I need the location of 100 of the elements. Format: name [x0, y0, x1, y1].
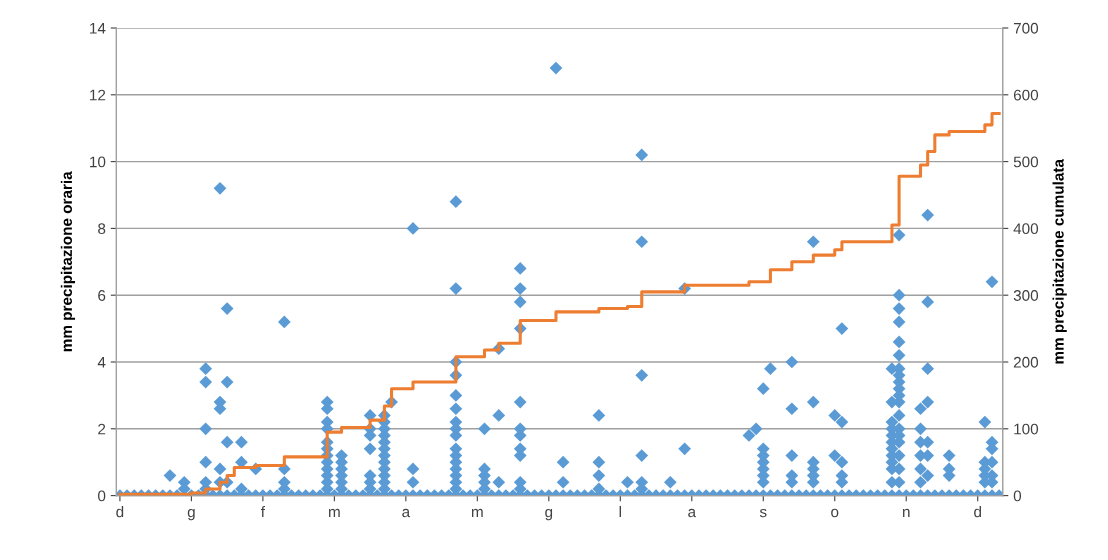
y2-tick-label: 200 [1013, 356, 1039, 368]
point [513, 295, 527, 309]
y-tick-label: 12 [90, 89, 106, 101]
point [635, 235, 649, 249]
point [635, 148, 649, 162]
point [756, 382, 770, 396]
point [892, 348, 906, 362]
y-tick-label: 0 [98, 490, 106, 502]
point [556, 475, 570, 489]
y2-tick-label: 0 [1013, 490, 1022, 502]
point [199, 362, 213, 376]
y-tick-label: 8 [98, 223, 106, 235]
point [199, 375, 213, 389]
x-tick-label: a [402, 508, 411, 518]
point [914, 402, 927, 416]
point [220, 375, 234, 389]
point [914, 422, 927, 436]
point [220, 435, 234, 449]
point [921, 395, 935, 409]
point [406, 475, 420, 489]
y2-tick-label: 600 [1013, 89, 1039, 101]
point [835, 415, 849, 429]
point [806, 395, 820, 409]
point [785, 355, 799, 369]
point [892, 335, 906, 349]
point [363, 409, 377, 422]
point [921, 208, 935, 222]
point [914, 462, 927, 476]
point [764, 362, 777, 376]
point [513, 262, 527, 275]
x-tick-label: n [903, 508, 910, 518]
x-tick-label: d [974, 506, 981, 518]
x-tick-label: s [759, 508, 767, 518]
x-tick-label: g [545, 508, 553, 521]
point [592, 455, 606, 469]
point [235, 435, 248, 449]
point [199, 455, 213, 469]
y2-tick-label: 400 [1013, 223, 1039, 235]
point [199, 422, 213, 436]
point [213, 181, 227, 195]
point [828, 409, 842, 422]
y2-tick-label: 700 [1013, 22, 1039, 34]
x-tick-label: o [831, 508, 839, 518]
y-tick-label: 14 [90, 23, 106, 34]
y-tick-label: 10 [90, 156, 106, 168]
point [635, 449, 649, 462]
x-tick-label: f [260, 506, 266, 518]
point [985, 275, 999, 289]
point [492, 409, 506, 422]
point [749, 422, 763, 436]
x-tick-label: a [688, 508, 697, 518]
point [556, 455, 570, 469]
point [363, 442, 377, 456]
point [892, 228, 906, 242]
y-tick-label: 6 [98, 290, 106, 301]
point [449, 389, 463, 402]
point [663, 475, 677, 489]
point [635, 369, 649, 382]
point [921, 362, 935, 376]
point [892, 288, 906, 302]
point [678, 442, 691, 456]
point [592, 409, 606, 422]
x-tick-label: d [116, 506, 124, 518]
point [592, 469, 606, 482]
point [513, 395, 527, 409]
point [478, 422, 491, 436]
point [978, 415, 992, 429]
y2-tick-label: 100 [1014, 423, 1039, 435]
point [835, 322, 849, 335]
y2-tick-label: 500 [1013, 156, 1039, 168]
point [513, 282, 527, 295]
point [892, 315, 906, 329]
y-tick-label: 2 [98, 423, 106, 435]
x-tick-label: m [329, 508, 340, 518]
y2-axis-title: mm precipitazione cumulata [1052, 158, 1067, 364]
point [549, 61, 563, 75]
point [785, 449, 799, 462]
x-tick-label: m [471, 508, 483, 518]
point [914, 475, 927, 489]
x-tick-label: g [187, 508, 195, 521]
y-axis-title: mm precipitazione oraria [60, 171, 76, 352]
point [892, 409, 906, 422]
y-tick-label: 4 [97, 357, 106, 368]
point [828, 449, 842, 462]
point [921, 469, 935, 482]
point [806, 235, 820, 249]
x-tick-label: l [619, 506, 621, 518]
point [406, 462, 420, 476]
point [492, 475, 506, 489]
y2-tick-label: 300 [1013, 290, 1039, 301]
point [785, 402, 799, 416]
point [942, 449, 956, 462]
point [277, 315, 291, 329]
point [835, 455, 849, 469]
point [621, 475, 634, 489]
point [213, 462, 227, 476]
point [449, 195, 463, 209]
point [921, 295, 935, 309]
point [449, 402, 463, 416]
point [220, 302, 234, 315]
